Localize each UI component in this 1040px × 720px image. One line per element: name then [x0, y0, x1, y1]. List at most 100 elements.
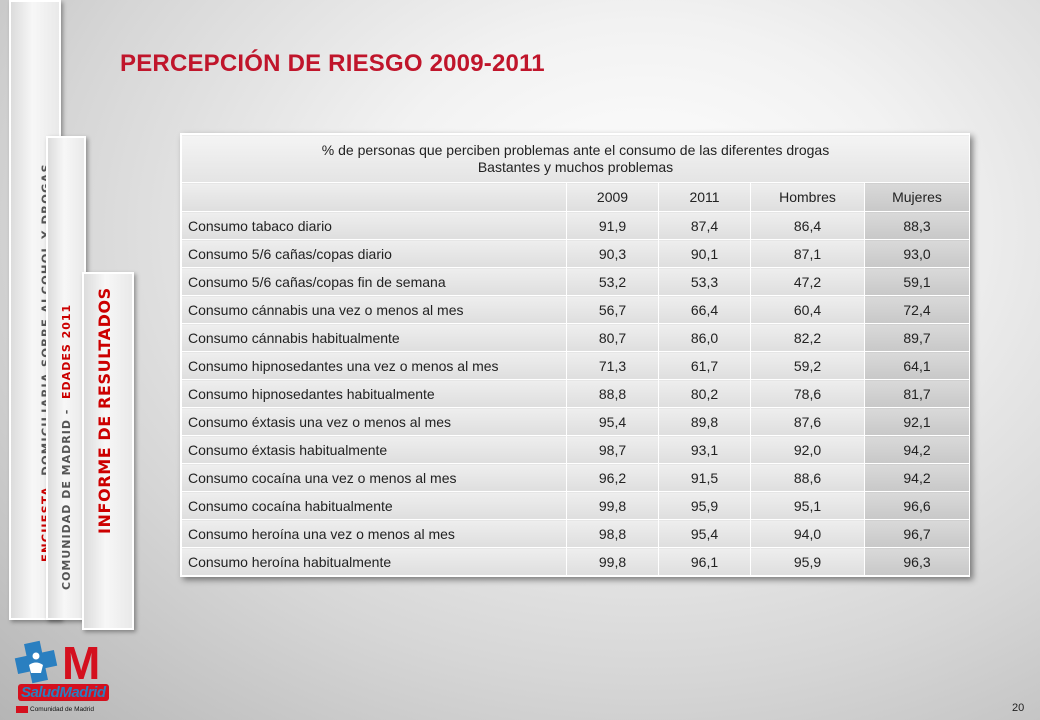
row-label: Consumo hipnosedantes una vez o menos al…	[181, 351, 567, 380]
logo-m-mark: M	[62, 637, 101, 689]
table-header-row: 2009 2011 Hombres Mujeres	[181, 182, 970, 212]
row-label: Consumo éxtasis una vez o menos al mes	[181, 407, 567, 436]
table-cell: 95,4	[658, 519, 751, 548]
table-cell: 96,6	[864, 491, 970, 520]
table-cell: 98,7	[566, 435, 659, 464]
table-row: Consumo éxtasis una vez o menos al mes 95…	[181, 407, 970, 436]
table-cell: 59,2	[750, 351, 865, 380]
table-cell: 59,1	[864, 267, 970, 296]
table-cell: 56,7	[566, 295, 659, 324]
table-cell: 60,4	[750, 295, 865, 324]
table-cell: 96,3	[864, 547, 970, 576]
table-row: Consumo tabaco diario 91,9 87,4 86,4 88,3	[181, 211, 970, 240]
table-cell: 61,7	[658, 351, 751, 380]
table-row: Consumo cánnabis habitualmente 80,7 86,0 82…	[181, 323, 970, 352]
column-header: Hombres	[750, 182, 865, 212]
table-cell: 86,0	[658, 323, 751, 352]
table-cell: 94,0	[750, 519, 865, 548]
table-cell: 95,4	[566, 407, 659, 436]
table-cell: 99,8	[566, 491, 659, 520]
table-cell: 90,1	[658, 239, 751, 268]
table-cell: 95,9	[750, 547, 865, 576]
table-cell: 96,1	[658, 547, 751, 576]
logo-salud-text: SaludMadrid	[18, 684, 109, 701]
table-cell: 94,2	[864, 435, 970, 464]
table-cell: 80,7	[566, 323, 659, 352]
column-header	[181, 182, 567, 212]
page-number: 20	[1012, 702, 1025, 714]
table-cell: 87,1	[750, 239, 865, 268]
table-row: Consumo hipnosedantes habitualmente 88,8 8…	[181, 379, 970, 408]
table-cell: 82,2	[750, 323, 865, 352]
logo-organization: Comunidad de Madrid	[16, 706, 94, 713]
column-header: Mujeres	[864, 182, 970, 212]
column-header: 2009	[566, 182, 659, 212]
table-cell: 66,4	[658, 295, 751, 324]
table-cell: 93,1	[658, 435, 751, 464]
table-cell: 87,4	[658, 211, 751, 240]
table-cell: 93,0	[864, 239, 970, 268]
table-caption: % de personas que perciben problemas ant…	[181, 134, 970, 183]
table-cell: 90,3	[566, 239, 659, 268]
table-cell: 91,5	[658, 463, 751, 492]
row-label: Consumo cocaína una vez o menos al mes	[181, 463, 567, 492]
side-tab-informe: INFORME DE RESULTADOS	[82, 272, 134, 630]
page-title: PERCEPCIÓN DE RIESGO 2009-2011	[120, 50, 545, 77]
table-caption-line2: Bastantes y muchos problemas	[477, 158, 674, 175]
side-tab-comunidad: COMUNIDAD DE MADRID - EDADES 2011	[46, 136, 86, 620]
medical-cross-icon	[14, 640, 58, 684]
table-caption-line1: % de personas que perciben problemas ant…	[321, 141, 830, 158]
table-cell: 95,9	[658, 491, 751, 520]
table-cell: 99,8	[566, 547, 659, 576]
table-cell: 92,1	[864, 407, 970, 436]
table-row: Consumo éxtasis habitualmente 98,7 93,1 92,…	[181, 435, 970, 464]
row-label: Consumo 5/6 cañas/copas diario	[181, 239, 567, 268]
table-cell: 86,4	[750, 211, 865, 240]
table-cell: 53,3	[658, 267, 751, 296]
table-cell: 88,6	[750, 463, 865, 492]
row-label: Consumo éxtasis habitualmente	[181, 435, 567, 464]
table-cell: 87,6	[750, 407, 865, 436]
table-row: Consumo cánnabis una vez o menos al mes 5…	[181, 295, 970, 324]
salud-madrid-logo: M SaludMadrid Comunidad de Madrid	[12, 632, 112, 720]
table-cell: 94,2	[864, 463, 970, 492]
row-label: Consumo heroína una vez o menos al mes	[181, 519, 567, 548]
row-label: Consumo hipnosedantes habitualmente	[181, 379, 567, 408]
table-row: Consumo heroína habitualmente 99,8 96,1 95,…	[181, 547, 970, 576]
table-row: Consumo 5/6 cañas/copas diario 90,3 90,1 87…	[181, 239, 970, 268]
table-cell: 78,6	[750, 379, 865, 408]
table-cell: 53,2	[566, 267, 659, 296]
row-label: Consumo heroína habitualmente	[181, 547, 567, 576]
risk-perception-table: % de personas que perciben problemas ant…	[180, 133, 970, 577]
table-cell: 89,7	[864, 323, 970, 352]
table-row: Consumo hipnosedantes una vez o menos al…	[181, 351, 970, 380]
row-label: Consumo 5/6 cañas/copas fin de semana	[181, 267, 567, 296]
table-cell: 92,0	[750, 435, 865, 464]
row-label: Consumo cánnabis habitualmente	[181, 323, 567, 352]
column-header: 2011	[658, 182, 751, 212]
table-row: Consumo cocaína una vez o menos al mes 96…	[181, 463, 970, 492]
table-cell: 98,8	[566, 519, 659, 548]
table-cell: 64,1	[864, 351, 970, 380]
table-cell: 88,3	[864, 211, 970, 240]
row-label: Consumo cánnabis una vez o menos al mes	[181, 295, 567, 324]
table-cell: 81,7	[864, 379, 970, 408]
side-tab-informe-label: INFORME DE RESULTADOS	[95, 287, 114, 534]
table-cell: 88,8	[566, 379, 659, 408]
table-cell: 72,4	[864, 295, 970, 324]
table-cell: 71,3	[566, 351, 659, 380]
row-label: Consumo cocaína habitualmente	[181, 491, 567, 520]
table-cell: 47,2	[750, 267, 865, 296]
table-cell: 91,9	[566, 211, 659, 240]
side-tab-comunidad-label: COMUNIDAD DE MADRID - EDADES 2011	[60, 303, 73, 590]
row-label: Consumo tabaco diario	[181, 211, 567, 240]
table-row: Consumo cocaína habitualmente 99,8 95,9 95,…	[181, 491, 970, 520]
table-cell: 95,1	[750, 491, 865, 520]
table-row: Consumo 5/6 cañas/copas fin de semana 53,…	[181, 267, 970, 296]
table-cell: 80,2	[658, 379, 751, 408]
table-row: Consumo heroína una vez o menos al mes 98…	[181, 519, 970, 548]
flag-icon	[16, 706, 28, 713]
table-cell: 89,8	[658, 407, 751, 436]
table-cell: 96,2	[566, 463, 659, 492]
table-cell: 96,7	[864, 519, 970, 548]
